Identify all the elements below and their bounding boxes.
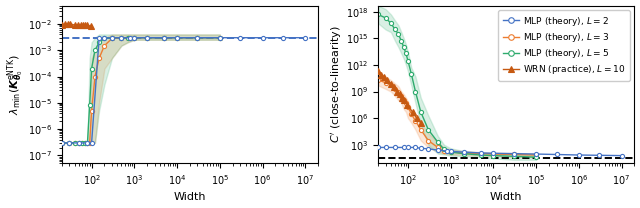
Y-axis label: $C'$ (close-to-linearity): $C'$ (close-to-linearity)	[329, 26, 344, 143]
X-axis label: Width: Width	[490, 192, 522, 202]
Y-axis label: $\lambda_{\min}(\boldsymbol{K}^{\mathrm{eNTK}}_{\boldsymbol{\theta}_0})$: $\lambda_{\min}(\boldsymbol{K}^{\mathrm{…	[6, 54, 26, 115]
X-axis label: Width: Width	[173, 192, 206, 202]
Legend: MLP (theory), $L = 2$, MLP (theory), $L = 3$, MLP (theory), $L = 5$, WRN (practi: MLP (theory), $L = 2$, MLP (theory), $L …	[499, 10, 630, 80]
